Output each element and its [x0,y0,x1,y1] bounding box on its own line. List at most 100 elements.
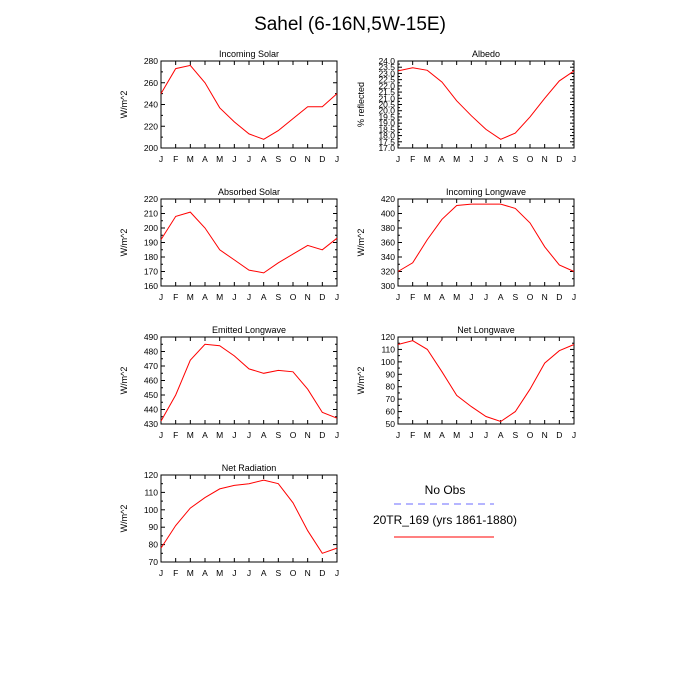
legend: No Obs 20TR_169 (yrs 1861-1880) [373,483,517,538]
y-tick-label: 170 [144,267,158,277]
y-tick-label: 100 [381,357,395,367]
panel-title: Net Radiation [222,463,277,473]
y-tick-label: 220 [144,121,158,131]
x-tick-label: N [542,154,548,164]
y-tick-label: 210 [144,209,158,219]
y-tick-label: 160 [144,281,158,291]
x-tick-label: M [424,292,431,302]
y-tick-label: 120 [381,332,395,342]
x-tick-label: J [572,154,576,164]
y-axis-label: W/m^2 [119,367,129,395]
y-tick-label: 60 [386,407,396,417]
x-tick-label: O [527,154,534,164]
x-tick-label: S [512,430,518,440]
y-tick-label: 21.0 [378,93,395,103]
figure-title: Sahel (6-16N,5W-15E) [254,14,446,35]
x-tick-label: D [319,430,325,440]
series-line-net-radiation [160,479,338,554]
y-tick-label: 380 [381,223,395,233]
x-tick-label: A [439,292,445,302]
y-tick-label: 18.5 [378,124,395,134]
panel-emitted-longwave: Emitted Longwave W/m^2 430 440 450 460 470 480 4… [119,325,339,440]
x-tick-label: J [572,292,576,302]
y-tick-label: 440 [144,405,158,415]
x-tick-label: N [305,430,311,440]
x-tick-label: J [484,292,488,302]
x-tick-label: J [159,154,163,164]
y-tick-label: 200 [144,143,158,153]
y-tick-label: 240 [144,100,158,110]
y-tick-label: 17.0 [378,143,395,153]
y-tick-label: 220 [144,194,158,204]
x-tick-label: J [159,568,163,578]
x-tick-label: M [187,292,194,302]
x-tick-label: M [216,430,223,440]
x-tick-label: F [173,430,178,440]
x-tick-label: D [319,292,325,302]
x-tick-label: N [305,292,311,302]
x-tick-label: M [424,154,431,164]
x-tick-label: O [290,292,297,302]
series-line-incoming-longwave [397,203,575,272]
y-tick-label: 360 [381,238,395,248]
y-tick-label: 20.0 [378,106,395,116]
y-tick-label: 280 [144,56,158,66]
y-tick-label: 23.0 [378,68,395,78]
y-tick-label: 430 [144,419,158,429]
x-tick-label: J [469,154,473,164]
x-tick-label: F [410,292,415,302]
legend-obs-label: No Obs [425,483,466,497]
x-tick-label: A [202,568,208,578]
panel-incoming-longwave: Incoming Longwave W/m^2 300 320 340 360 380 400… [356,187,576,302]
x-tick-label: J [159,292,163,302]
plot-frame [160,60,338,149]
y-tick-label: 180 [144,252,158,262]
x-tick-label: F [173,292,178,302]
y-tick-label: 90 [386,369,396,379]
y-tick-label: 110 [381,344,395,354]
y-tick-label: 260 [144,78,158,88]
x-tick-label: D [556,292,562,302]
x-tick-label: J [396,154,400,164]
x-tick-label: J [232,292,236,302]
x-tick-label: O [290,154,297,164]
x-tick-label: A [498,430,504,440]
plot-frame [160,198,338,287]
x-tick-label: N [305,154,311,164]
y-tick-label: 320 [381,267,395,277]
plot-frame [397,336,575,425]
panel-title: Absorbed Solar [218,187,280,197]
panel-title: Net Longwave [457,325,515,335]
x-tick-label: D [556,430,562,440]
x-tick-label: A [261,154,267,164]
x-tick-label: M [453,292,460,302]
y-tick-label: 20.5 [378,100,395,110]
x-tick-label: M [424,430,431,440]
x-tick-label: M [216,292,223,302]
x-tick-label: J [247,154,251,164]
y-tick-label: 100 [144,505,158,515]
y-tick-label: 22.0 [378,81,395,91]
x-tick-label: A [202,430,208,440]
y-tick-label: 450 [144,390,158,400]
x-tick-label: O [527,430,534,440]
x-tick-label: S [275,154,281,164]
series-line-net-longwave [397,340,575,423]
x-tick-label: J [335,154,339,164]
x-tick-label: F [173,154,178,164]
y-tick-label: 480 [144,347,158,357]
x-tick-label: M [216,568,223,578]
plot-frame [160,474,338,563]
x-tick-label: F [173,568,178,578]
x-tick-label: F [410,430,415,440]
y-tick-label: 90 [149,522,159,532]
y-tick-label: 200 [144,223,158,233]
series-line-absorbed-solar [160,211,338,274]
y-tick-label: 19.0 [378,118,395,128]
y-tick-label: 300 [381,281,395,291]
x-tick-label: N [542,430,548,440]
x-tick-label: A [261,430,267,440]
